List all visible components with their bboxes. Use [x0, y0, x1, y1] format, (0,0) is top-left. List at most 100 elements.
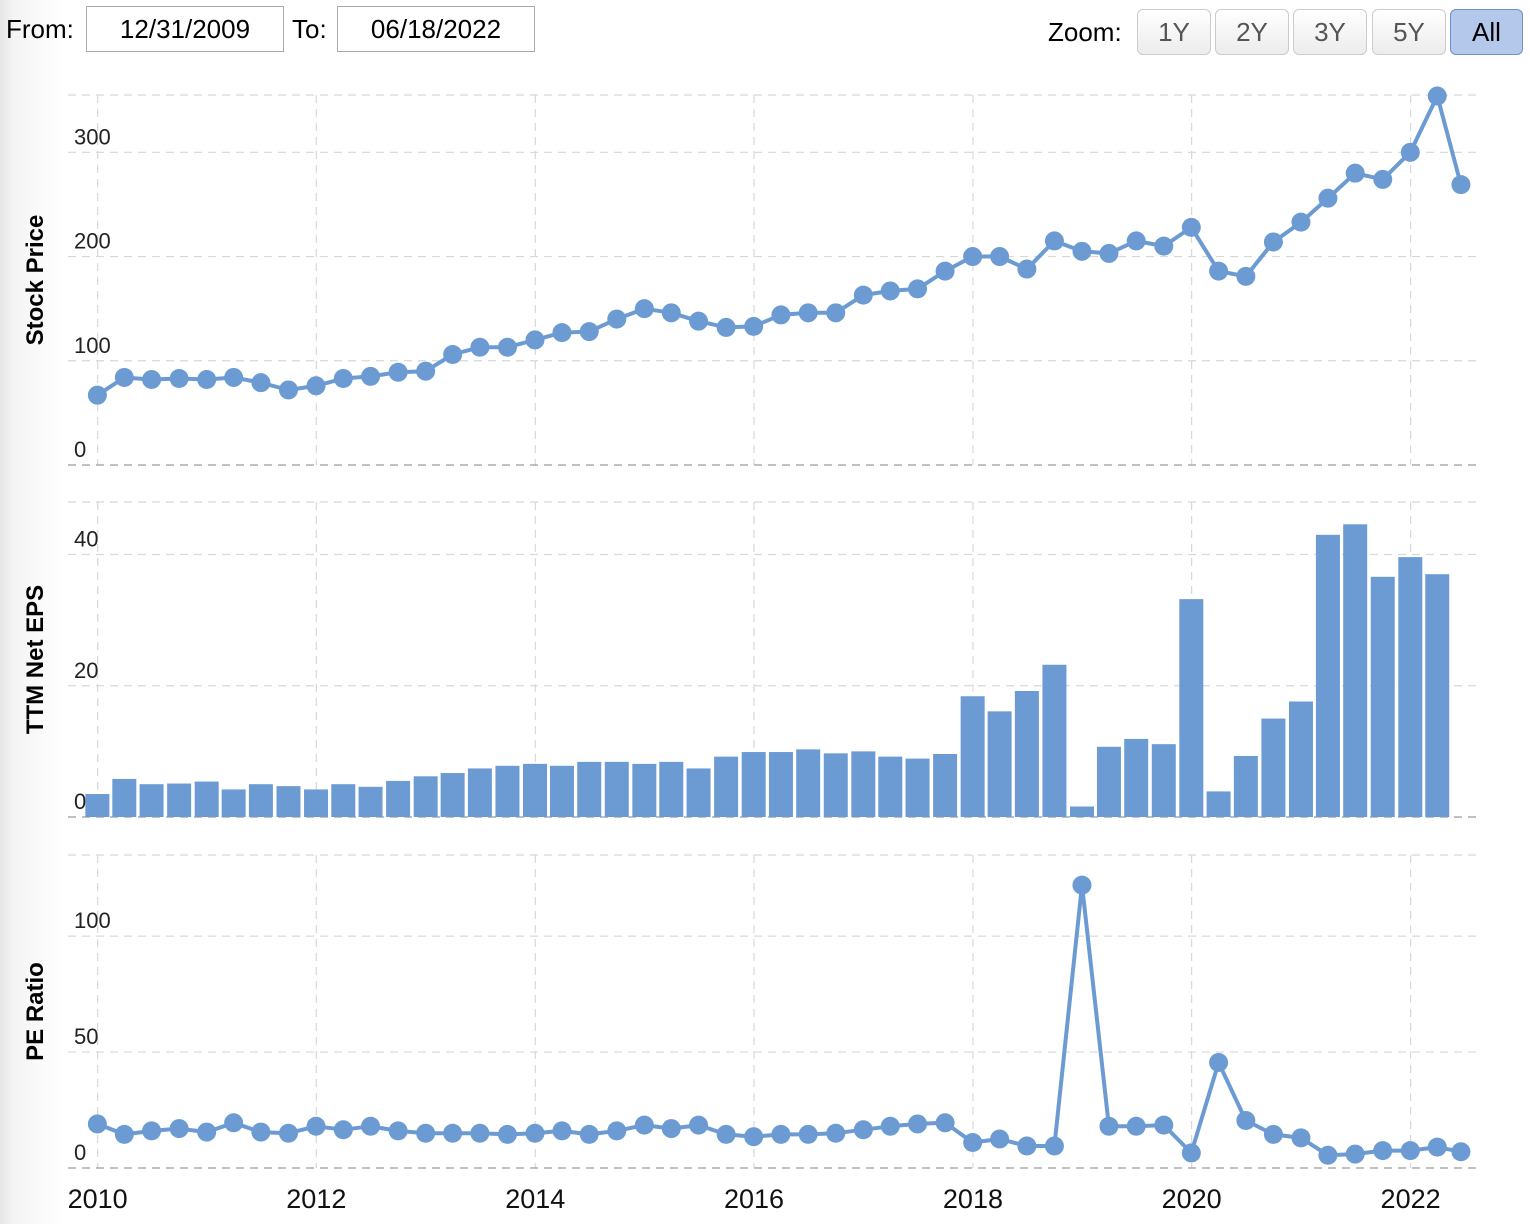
zoom-1y-button[interactable]: 1Y: [1137, 9, 1211, 55]
eps-bar: [1096, 746, 1121, 817]
eps-bar: [905, 758, 930, 817]
zoom-5y-button[interactable]: 5Y: [1372, 9, 1446, 55]
stock-price-point: [634, 299, 654, 319]
date-range-toolbar: From: To: Zoom: 1Y 2Y 3Y 5Y All: [0, 0, 1530, 60]
stock-price-point: [1291, 212, 1311, 232]
eps-bar: [851, 751, 876, 817]
y-axis-title: Stock Price: [22, 215, 49, 346]
pe-ratio-line: [96, 883, 1462, 1158]
pe-ratio-point: [306, 1116, 326, 1136]
x-tick-label: 2012: [286, 1184, 346, 1214]
eps-bar: [1233, 755, 1258, 817]
stock-price-point: [826, 303, 846, 323]
eps-bar: [714, 756, 739, 817]
to-label: To:: [292, 14, 327, 44]
to-date-input[interactable]: [337, 6, 535, 52]
eps-bar: [413, 776, 438, 817]
stock-price-point: [1451, 175, 1471, 195]
from-date-input[interactable]: [86, 6, 284, 52]
stock-price-point: [1017, 259, 1037, 279]
y-tick-label: 0: [74, 437, 86, 462]
pe-ratio-point: [935, 1113, 955, 1133]
eps-bar: [523, 763, 548, 817]
stock-price-point: [771, 305, 791, 325]
pe-ratio-point: [278, 1123, 298, 1143]
zoom-2y-button[interactable]: 2Y: [1215, 9, 1289, 55]
pe-ratio-point: [1044, 1136, 1064, 1156]
pe-ratio-point: [1345, 1144, 1365, 1164]
pe-ratio-point: [1263, 1124, 1283, 1144]
eps-bar: [741, 752, 766, 817]
y-tick-label: 100: [74, 908, 111, 933]
eps-bar: [987, 711, 1012, 817]
pe-ratio-point: [1126, 1116, 1146, 1136]
eps-bar: [1151, 744, 1176, 817]
x-tick-label: 2020: [1162, 1184, 1222, 1214]
stock-price-point: [388, 362, 408, 382]
zoom-3y-button[interactable]: 3Y: [1293, 9, 1367, 55]
stock-price-point: [1044, 231, 1064, 251]
pe-ratio-point: [197, 1122, 217, 1142]
y-tick-label: 300: [74, 124, 111, 149]
eps-bar: [1124, 738, 1149, 817]
stock-price-point: [990, 247, 1010, 267]
pe-ratio-point: [1072, 875, 1092, 895]
eps-bar: [549, 765, 574, 817]
eps-bar: [632, 763, 657, 817]
stock-price-point: [114, 367, 134, 387]
pe-ratio-point: [142, 1121, 162, 1141]
eps-bar: [276, 786, 301, 817]
pe-ratio-point: [251, 1122, 271, 1142]
eps-bar: [440, 773, 465, 817]
zoom-all-button[interactable]: All: [1450, 9, 1523, 55]
x-tick-label: 2014: [505, 1184, 565, 1214]
pe-ratio-point: [880, 1116, 900, 1136]
stock-price-point: [470, 337, 490, 357]
stock-price-point: [689, 311, 709, 331]
stock-price-point: [525, 330, 545, 350]
pe-ratio-point: [1318, 1145, 1338, 1165]
y-tick-label: 20: [74, 658, 98, 683]
pe-ratio-point: [716, 1124, 736, 1144]
pe-ratio-point: [1400, 1141, 1420, 1161]
pe-ratio-point: [607, 1121, 627, 1141]
x-tick-label: 2016: [724, 1184, 784, 1214]
pe-ratio-point: [1099, 1116, 1119, 1136]
pe-ratio-point: [470, 1123, 490, 1143]
zoom-label: Zoom:: [1048, 17, 1122, 47]
pe-ratio-point: [908, 1114, 928, 1134]
stock-price-point: [1099, 243, 1119, 263]
stock-price-point: [1236, 266, 1256, 286]
pe-ratio-point: [1451, 1142, 1471, 1162]
stock-price-point: [1126, 231, 1146, 251]
stock-price-point: [142, 370, 162, 390]
eps-bar: [85, 794, 110, 817]
pe-ratio-point: [1236, 1110, 1256, 1130]
eps-bar: [467, 768, 492, 817]
pe-ratio-point: [744, 1127, 764, 1147]
stock-price-point: [1373, 169, 1393, 189]
stock-price-point: [278, 380, 298, 400]
eps-bar: [878, 756, 903, 817]
eps-bar: [139, 784, 164, 817]
stock-price-point: [607, 309, 627, 329]
stock-price-point: [552, 323, 572, 343]
eps-bar: [960, 696, 985, 817]
eps-bar: [1315, 534, 1340, 817]
eps-bar: [1370, 576, 1395, 817]
pe-ratio-point: [1291, 1128, 1311, 1148]
eps-bar: [1179, 599, 1204, 817]
stock-price-point: [1345, 163, 1365, 183]
y-tick-label: 200: [74, 229, 111, 254]
y-tick-label: 100: [74, 333, 111, 358]
stock-price-line: [96, 94, 1463, 397]
x-tick-label: 2022: [1381, 1184, 1441, 1214]
stock-price-point: [908, 279, 928, 299]
eps-bar: [304, 789, 329, 817]
y-tick-label: 50: [74, 1024, 98, 1049]
eps-bar: [1014, 691, 1039, 817]
stock-price-point: [963, 247, 983, 267]
eps-bar: [604, 761, 629, 817]
pe-ratio-point: [579, 1124, 599, 1144]
eps-bar: [577, 761, 602, 817]
